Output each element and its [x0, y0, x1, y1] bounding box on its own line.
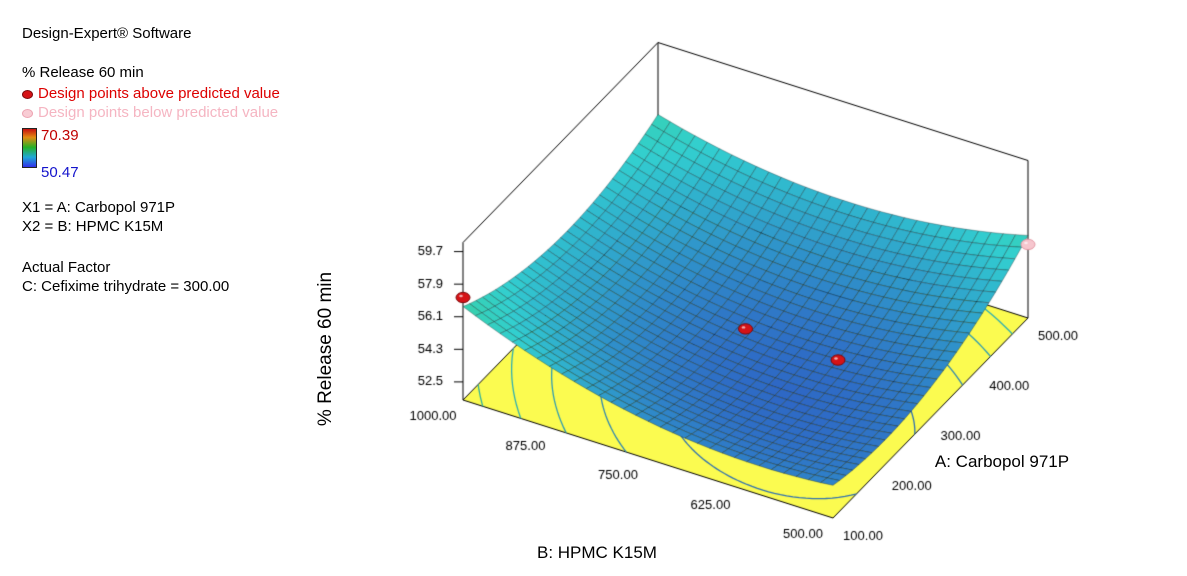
- design-points-above-label: Design points above predicted value: [38, 85, 280, 102]
- scale-max-value: 70.39: [41, 127, 79, 144]
- color-scale-gradient-bar: [22, 128, 37, 168]
- z-axis-title: % Release 60 min: [315, 271, 336, 427]
- legend-panel: Design-Expert® Software % Release 60 min…: [22, 24, 280, 296]
- actual-factor-block: Actual Factor C: Cefixime trihydrate = 3…: [22, 258, 280, 296]
- actual-factor-heading: Actual Factor: [22, 259, 111, 276]
- design-points-below-row: Design points below predicted value: [22, 103, 280, 122]
- design-points-below-label: Design points below predicted value: [38, 104, 279, 121]
- design-point-below-icon: [22, 108, 33, 118]
- color-scale: 70.39 50.47: [22, 126, 280, 184]
- factor-mapping-block: X1 = A: Carbopol 971P X2 = B: HPMC K15M: [22, 198, 280, 236]
- x2-factor-label: X2 = B: HPMC K15M: [22, 218, 164, 235]
- b-axis-title: B: HPMC K15M: [537, 543, 657, 562]
- scale-min-value: 50.47: [41, 164, 79, 181]
- x1-factor-label: X1 = A: Carbopol 971P: [22, 199, 176, 216]
- a-axis-title: A: Carbopol 971P: [934, 452, 1070, 471]
- actual-factor-value: C: Cefixime trihydrate = 300.00: [22, 278, 230, 295]
- design-point-above-icon: [22, 89, 33, 99]
- response-name: % Release 60 min: [22, 64, 144, 81]
- software-title: Design-Expert® Software: [22, 25, 192, 42]
- design-points-above-row: Design points above predicted value: [22, 84, 280, 103]
